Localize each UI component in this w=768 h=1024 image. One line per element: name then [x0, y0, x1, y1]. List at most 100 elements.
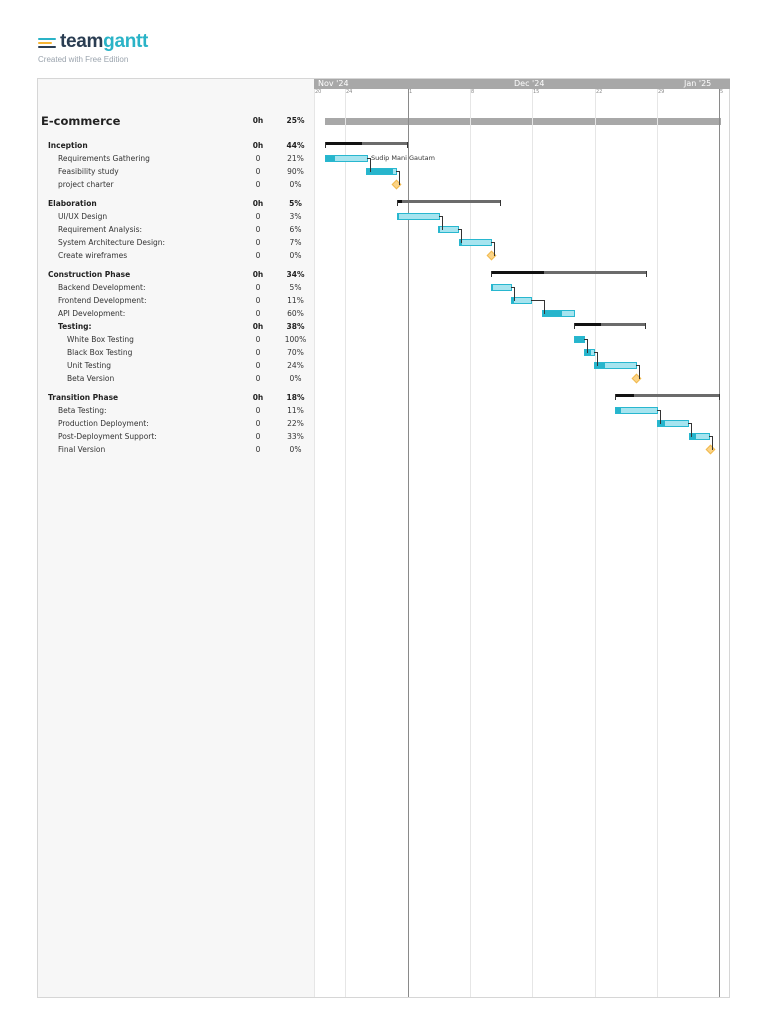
bar-cap: [645, 323, 646, 329]
task-name: Testing:: [58, 322, 92, 331]
task-hours: 0: [255, 296, 261, 305]
task-name: Final Version: [58, 445, 106, 454]
bar-cap: [615, 394, 616, 400]
task-name: Black Box Testing: [67, 348, 133, 357]
group-summary-bar[interactable]: [325, 142, 408, 148]
task-row[interactable]: Backend Development: 0 5%: [38, 281, 314, 294]
task-hours: 0: [255, 212, 261, 221]
task-hours: 0: [255, 225, 261, 234]
group-progress-fill: [397, 200, 403, 203]
task-name: Unit Testing: [67, 361, 112, 370]
task-name: Create wireframes: [58, 251, 128, 260]
task-progress-fill: [543, 311, 562, 316]
task-bar[interactable]: [459, 239, 492, 246]
task-bar[interactable]: [657, 420, 689, 427]
group-row[interactable]: Inception 0h 44%: [38, 139, 314, 152]
task-progress-fill: [690, 434, 697, 439]
task-percent: 44%: [286, 141, 305, 150]
task-percent: 34%: [286, 270, 305, 279]
task-hours: 0: [255, 309, 261, 318]
date-tick-label: 1: [409, 89, 413, 95]
task-percent: 70%: [287, 348, 304, 357]
task-row[interactable]: Frontend Development: 0 11%: [38, 294, 314, 307]
gantt-timeline: Nov '24 Dec '24 Jan '25 20 24 1 8 15 22 29 5 Sud…: [314, 79, 730, 997]
task-name-column: [38, 79, 240, 997]
task-percent: 38%: [286, 322, 305, 331]
task-row[interactable]: API Development: 0 60%: [38, 307, 314, 320]
task-progress-fill: [439, 227, 441, 232]
group-row[interactable]: Elaboration 0h 5%: [38, 197, 314, 210]
project-percent: 25%: [286, 116, 305, 125]
project-bar[interactable]: [325, 118, 721, 125]
dependency-connector: [657, 410, 661, 424]
task-row[interactable]: Final Version 0 0%: [38, 443, 314, 456]
task-assignee-label: Sudip Mani Gautam: [371, 154, 435, 162]
task-name: Requirement Analysis:: [58, 225, 143, 234]
task-row[interactable]: System Architecture Design: 0 7%: [38, 236, 314, 249]
task-row[interactable]: Beta Testing: 0 11%: [38, 404, 314, 417]
date-tick-label: 29: [658, 89, 665, 95]
gridline: [470, 89, 471, 997]
task-name: White Box Testing: [67, 335, 134, 344]
task-percent: 3%: [289, 212, 302, 221]
project-row[interactable]: E-commerce 0h 25%: [38, 113, 314, 129]
task-bar[interactable]: [325, 155, 368, 162]
task-bar[interactable]: [594, 362, 637, 369]
task-row[interactable]: Create wireframes 0 0%: [38, 249, 314, 262]
task-hours: 0h: [252, 199, 264, 208]
task-name: Transition Phase: [48, 393, 119, 402]
task-progress-fill: [616, 408, 621, 413]
group-progress-fill: [574, 323, 602, 326]
task-row[interactable]: Beta Version 0 0%: [38, 372, 314, 385]
gridline: [345, 89, 346, 997]
task-name: Feasibility study: [58, 167, 119, 176]
group-summary-bar[interactable]: [615, 394, 720, 400]
task-name: UI/UX Design: [58, 212, 108, 221]
task-row[interactable]: UI/UX Design 0 3%: [38, 210, 314, 223]
group-row[interactable]: Construction Phase 0h 34%: [38, 268, 314, 281]
task-hours: 0: [255, 167, 261, 176]
task-progress-fill: [585, 350, 592, 355]
task-hours: 0: [255, 419, 261, 428]
task-row[interactable]: Feasibility study 0 90%: [38, 165, 314, 178]
bar-cap: [407, 142, 408, 148]
task-bar[interactable]: [542, 310, 575, 317]
task-bar[interactable]: [397, 213, 440, 220]
task-row[interactable]: Post-Deployment Support: 0 33%: [38, 430, 314, 443]
group-row[interactable]: Testing: 0h 38%: [38, 320, 314, 333]
task-row[interactable]: project charter 0 0%: [38, 178, 314, 191]
task-percent: 11%: [287, 406, 304, 415]
task-row[interactable]: Requirement Analysis: 0 6%: [38, 223, 314, 236]
gridline: [314, 89, 315, 997]
group-summary-bar[interactable]: [491, 271, 647, 277]
task-percent: 22%: [287, 419, 304, 428]
task-row[interactable]: Production Deployment: 0 22%: [38, 417, 314, 430]
group-row[interactable]: Transition Phase 0h 18%: [38, 391, 314, 404]
task-percent: 100%: [284, 335, 307, 344]
dependency-connector: [439, 216, 443, 230]
task-name: Construction Phase: [48, 270, 131, 279]
task-row[interactable]: White Box Testing 0 100%: [38, 333, 314, 346]
task-progress-fill: [512, 298, 515, 303]
task-bar[interactable]: [689, 433, 710, 440]
group-summary-bar[interactable]: [574, 323, 646, 329]
dependency-connector: [594, 352, 598, 366]
date-tick-label: 5: [720, 89, 724, 95]
task-row[interactable]: Requirements Gathering 0 21%: [38, 152, 314, 165]
month-header: Jan '25: [680, 79, 730, 89]
group-progress-fill: [491, 271, 545, 274]
task-percent: 5%: [289, 283, 302, 292]
task-percent: 7%: [289, 238, 302, 247]
task-row[interactable]: Unit Testing 0 24%: [38, 359, 314, 372]
task-bar[interactable]: [491, 284, 512, 291]
dependency-connector: [584, 339, 588, 353]
task-bar[interactable]: [615, 407, 658, 414]
task-row[interactable]: Black Box Testing 0 70%: [38, 346, 314, 359]
dependency-connector: [709, 436, 713, 450]
dependency-connector: [688, 423, 692, 437]
bar-cap: [500, 200, 501, 206]
group-summary-bar[interactable]: [397, 200, 501, 206]
task-progress-fill: [658, 421, 665, 426]
task-name: Beta Version: [67, 374, 115, 383]
task-name: Production Deployment:: [58, 419, 149, 428]
